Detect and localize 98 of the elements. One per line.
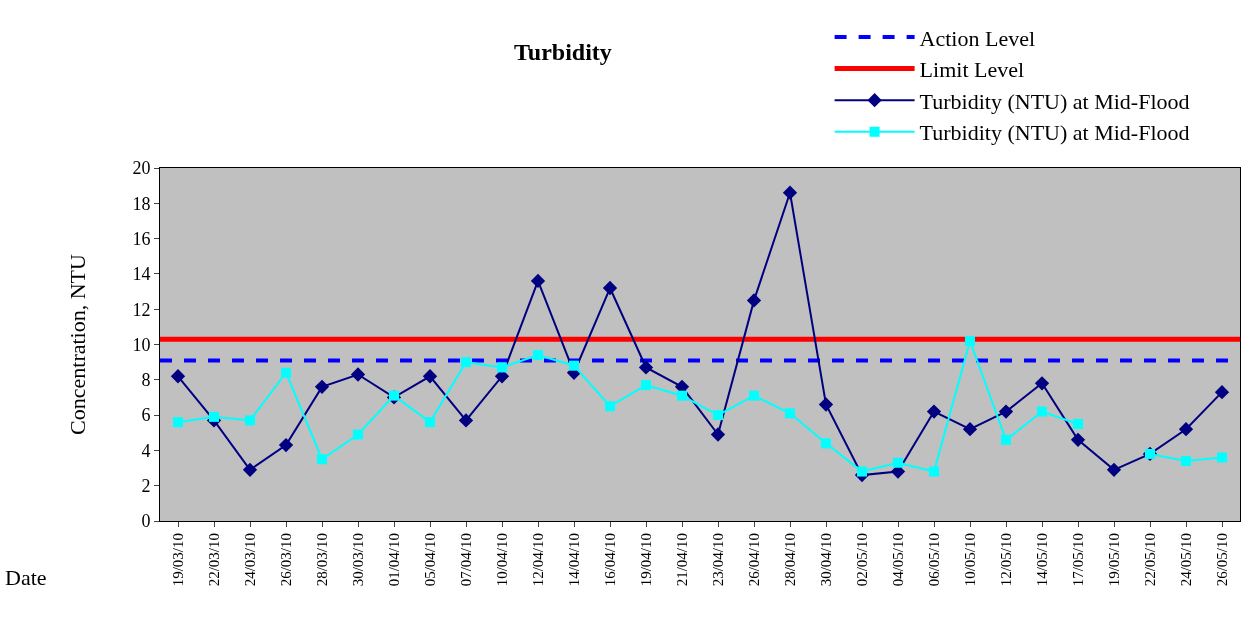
point	[857, 466, 867, 477]
point	[1001, 434, 1011, 445]
y-tick-label: 8	[141, 370, 151, 391]
point	[818, 397, 834, 412]
legend-label: Turbidity (NTU) at Mid-Flood	[919, 120, 1190, 146]
point	[1106, 462, 1122, 477]
point	[569, 360, 579, 371]
y-tick-label: 6	[141, 405, 151, 426]
x-tick-label: 04/05/10	[889, 533, 906, 587]
point	[422, 369, 438, 384]
x-tick-label: 23/04/10	[709, 533, 726, 587]
point	[533, 350, 543, 361]
point	[314, 379, 330, 395]
y-tick-label: 12	[132, 299, 151, 320]
x-tick-label: 28/03/10	[313, 533, 330, 587]
y-tick-label: 14	[132, 264, 151, 285]
point	[461, 357, 471, 368]
point	[965, 335, 975, 346]
point	[458, 413, 474, 428]
x-tick-label: 28/04/10	[781, 533, 798, 587]
x-tick-label: 19/03/10	[169, 533, 186, 587]
y-tick-label: 18	[132, 193, 151, 214]
point	[1181, 455, 1191, 466]
x-tick-label: 24/05/10	[1177, 533, 1194, 587]
x-tick-label: 17/05/10	[1069, 533, 1086, 587]
point	[785, 408, 795, 419]
point	[605, 401, 615, 412]
point	[1037, 406, 1047, 417]
point	[893, 457, 903, 468]
x-tick-label: 14/05/10	[1033, 533, 1050, 587]
legend-label: Action Level	[919, 25, 1036, 51]
x-tick-label: 30/04/10	[817, 533, 834, 587]
point	[425, 417, 435, 428]
point	[353, 429, 363, 440]
point	[278, 437, 294, 453]
y-tick-label: 10	[132, 334, 151, 355]
point	[638, 360, 654, 375]
point	[926, 404, 942, 419]
point	[710, 427, 726, 442]
y-tick-label: 2	[141, 476, 151, 496]
point	[998, 404, 1014, 419]
point	[281, 367, 291, 378]
point	[677, 390, 687, 401]
x-tick-label: 22/03/10	[205, 533, 222, 587]
point	[1178, 422, 1194, 437]
x-tick-label: 12/05/10	[997, 533, 1014, 587]
point	[1214, 385, 1230, 400]
x-tick-label: 10/04/10	[493, 533, 510, 587]
x-tick-label: 05/04/10	[421, 533, 438, 587]
x-tick-label: 26/03/10	[277, 533, 294, 587]
y-axis-title: Concentration, NTU	[65, 253, 91, 435]
point	[317, 454, 327, 465]
x-tick-label: 16/04/10	[601, 533, 618, 587]
point	[245, 415, 255, 426]
x-axis-title: Date	[5, 565, 47, 590]
y-tick-label: 16	[132, 228, 151, 249]
point	[821, 438, 831, 449]
point	[173, 417, 183, 428]
point	[602, 280, 618, 296]
point	[209, 411, 219, 422]
x-tick-label: 02/05/10	[853, 533, 870, 587]
point	[1034, 376, 1050, 391]
x-tick-label: 30/03/10	[349, 533, 366, 587]
point	[350, 367, 366, 382]
point	[1217, 452, 1227, 463]
x-tick-label: 19/04/10	[637, 533, 654, 587]
x-tick-label: 26/04/10	[745, 533, 762, 587]
x-tick-label: 10/05/10	[961, 533, 978, 587]
legend-label: Limit Level	[919, 57, 1025, 83]
y-tick-label: 0	[141, 511, 151, 532]
point	[641, 380, 651, 391]
point	[170, 369, 186, 384]
x-tick-label: 01/04/10	[385, 533, 402, 587]
x-tick-label: 22/05/10	[1141, 533, 1158, 587]
x-tick-label: 24/03/10	[241, 533, 258, 587]
x-tick-label: 26/05/10	[1213, 533, 1230, 587]
x-tick-label: 07/04/10	[457, 533, 474, 587]
point	[782, 185, 798, 200]
point	[713, 410, 723, 421]
point	[962, 422, 978, 437]
point	[749, 390, 759, 401]
x-tick-label: 14/04/10	[565, 533, 582, 587]
x-tick-label: 12/04/10	[529, 533, 546, 587]
point	[530, 273, 546, 289]
point	[1073, 418, 1083, 429]
point	[389, 390, 399, 401]
y-tick-label: 20	[132, 158, 151, 179]
point	[1070, 432, 1086, 447]
y-tick-label: 4	[141, 440, 151, 461]
point	[497, 362, 507, 373]
point	[746, 293, 762, 308]
point	[929, 466, 939, 477]
x-tick-label: 19/05/10	[1105, 533, 1122, 587]
x-tick-label: 21/04/10	[673, 533, 690, 587]
legend-label: Turbidity (NTU) at Mid-Flood	[919, 88, 1190, 114]
point	[242, 462, 258, 477]
chart-title: Turbidity	[514, 39, 612, 66]
x-tick-label: 06/05/10	[925, 533, 942, 587]
